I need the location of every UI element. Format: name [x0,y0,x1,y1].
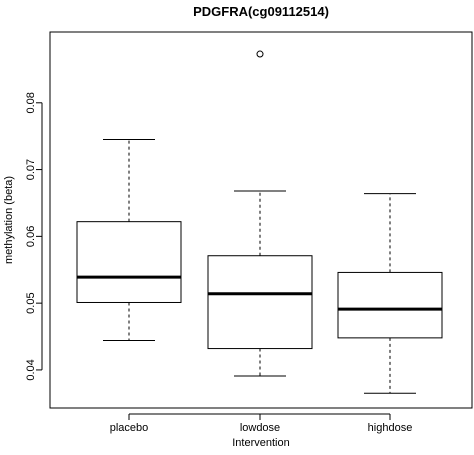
x-tick-label: highdose [368,422,413,434]
y-tick-label: 0.04 [25,359,37,380]
plot-frame [49,31,473,409]
x-tick-label: lowdose [240,422,280,434]
y-tick-label: 0.05 [25,292,37,313]
y-tick-label: 0.06 [25,226,37,247]
x-tick-label: placebo [110,422,149,434]
outlier-point [256,50,264,58]
y-tick-label: 0.08 [25,92,37,113]
box-placebo [76,139,182,342]
boxes-group [76,50,443,394]
y-axis-label: methylation (beta) [3,176,15,264]
iqr-box [337,271,443,339]
y-tick-label: 0.07 [25,159,37,180]
chart-title: PDGFRA(cg09112514) [193,4,329,19]
x-axis: placebo lowdose highdose [110,413,413,434]
x-axis-label: Intervention [232,437,289,449]
iqr-box [76,221,182,303]
box-highdose [337,193,443,394]
iqr-box [207,255,313,350]
y-axis: 0.04 0.05 0.06 0.07 0.08 [25,92,43,381]
box-lowdose [207,50,313,377]
